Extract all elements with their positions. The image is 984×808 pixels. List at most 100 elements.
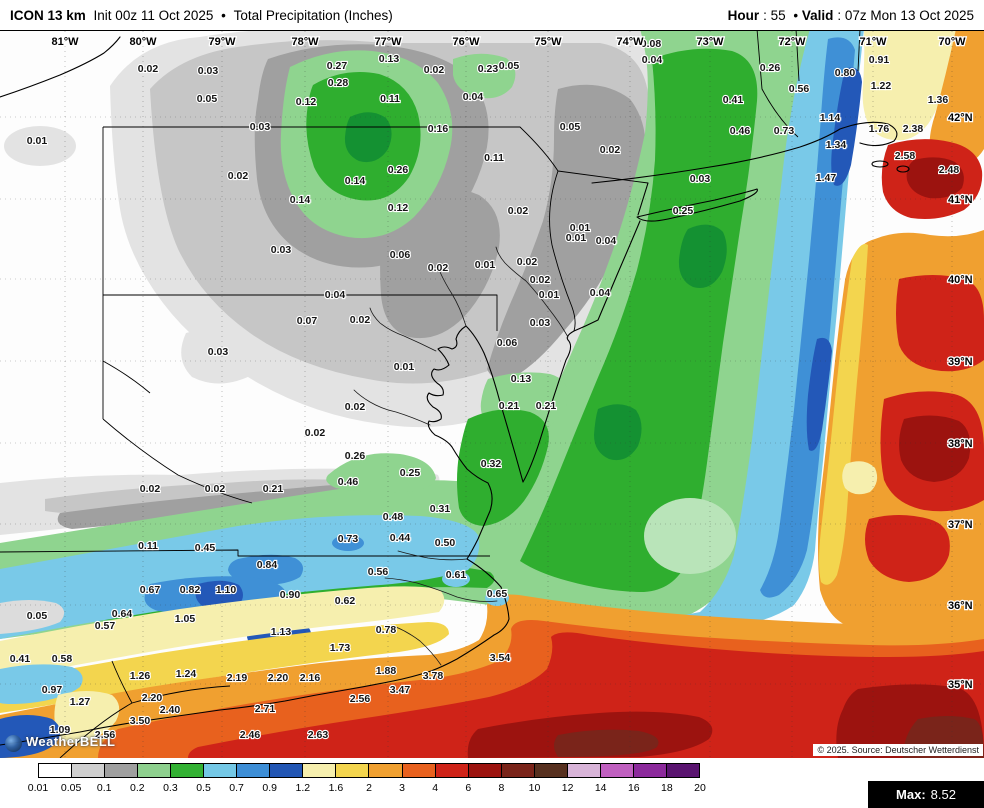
max-value-box: Max: 8.52 — [868, 781, 984, 808]
precip-value-label: 2.20 — [268, 672, 289, 684]
scale-segment — [204, 764, 238, 777]
model-run-title: ICON 13 km Init 00z 11 Oct 2025 • Total … — [10, 8, 393, 23]
precip-value-label: 0.02 — [428, 262, 449, 274]
lon-axis-label: 80°W — [129, 36, 157, 48]
precip-value-label: 1.73 — [330, 642, 351, 654]
precip-value-label: 1.09 — [50, 724, 71, 736]
scale-tick-label: 0.05 — [60, 782, 82, 794]
latlon-grid — [0, 31, 984, 758]
precip-southwest-corner — [0, 571, 509, 758]
precip-value-label: 2.48 — [939, 164, 960, 176]
precip-value-label: 0.13 — [379, 53, 400, 65]
precip-value-label: 0.06 — [390, 249, 411, 261]
precip-value-label: 2.46 — [240, 729, 261, 741]
scale-segment — [369, 764, 403, 777]
precip-value-label: 0.02 — [350, 314, 371, 326]
color-scale-bar — [38, 763, 700, 778]
precip-value-label: 0.56 — [368, 566, 389, 578]
precip-value-label: 0.57 — [95, 620, 116, 632]
precip-value-label: 0.50 — [435, 537, 456, 549]
precip-value-label: 1.14 — [820, 112, 841, 124]
lat-axis-label: 39°N — [948, 356, 973, 368]
precip-value-label: 0.14 — [290, 194, 311, 206]
precip-value-label: 0.41 — [10, 653, 31, 665]
precip-east-warm-field — [818, 230, 984, 638]
precip-value-label: 0.41 — [723, 94, 744, 106]
scale-tick-label: 12 — [561, 782, 574, 794]
scale-tick-label: 0.3 — [163, 782, 178, 794]
precip-value-label: 0.04 — [590, 287, 611, 299]
scale-segment — [303, 764, 337, 777]
scale-tick-label: 10 — [528, 782, 541, 794]
precip-value-label: 1.13 — [271, 626, 292, 638]
precip-value-label: 0.13 — [511, 373, 532, 385]
precip-northeast-corner — [862, 31, 984, 219]
precip-value-label: 0.56 — [789, 83, 810, 95]
precip-value-label: 0.91 — [869, 54, 890, 66]
precip-value-label: 0.02 — [424, 64, 445, 76]
scale-tick-label: 0.7 — [229, 782, 244, 794]
max-label: Max: — [896, 787, 926, 802]
precip-value-label: 0.08 — [641, 38, 662, 50]
precip-value-label: 0.02 — [508, 205, 529, 217]
precip-value-label: 0.01 — [566, 232, 587, 244]
precip-value-label: 0.90 — [280, 589, 301, 601]
precip-value-label: 0.26 — [345, 450, 366, 462]
precip-value-label: 0.05 — [499, 60, 520, 72]
precip-value-label: 0.01 — [539, 289, 560, 301]
precip-value-label: 0.65 — [487, 588, 508, 600]
precip-value-label: 3.50 — [130, 715, 151, 727]
max-value: 8.52 — [930, 787, 956, 802]
precip-value-label: 0.61 — [446, 569, 467, 581]
lat-axis-label: 41°N — [948, 194, 973, 206]
scale-segment — [171, 764, 205, 777]
lat-axis-label: 35°N — [948, 679, 973, 691]
lon-axis-label: 74°W — [616, 36, 644, 48]
precip-value-label: 0.26 — [760, 62, 781, 74]
precip-value-label: 0.02 — [517, 256, 538, 268]
precip-value-label: 0.27 — [327, 60, 348, 72]
precip-value-label: 0.14 — [345, 175, 366, 187]
init-time: Init 00z 11 Oct 2025 — [93, 7, 214, 23]
precip-value-label: 0.64 — [112, 608, 133, 620]
scale-tick-label: 4 — [432, 782, 439, 794]
lat-axis-label: 38°N — [948, 438, 973, 450]
precip-value-label: 0.44 — [390, 532, 411, 544]
bullet-separator-2: • — [793, 7, 799, 23]
lat-axis-label: 37°N — [948, 519, 973, 531]
precip-value-label: 1.27 — [70, 696, 91, 708]
precip-value-label: 0.11 — [138, 540, 158, 552]
precip-value-label: 0.02 — [600, 144, 621, 156]
scale-segment — [468, 764, 502, 777]
source-copyright: © 2025. Source: Deutscher Wetterdienst — [813, 744, 983, 756]
scale-segment — [501, 764, 535, 777]
precip-value-label: 0.73 — [338, 533, 359, 545]
lat-axis-label: 36°N — [948, 600, 973, 612]
model-name: ICON 13 km — [10, 7, 86, 23]
precip-value-label: 0.45 — [195, 542, 216, 554]
scale-segment — [138, 764, 172, 777]
precip-value-label: 0.01 — [475, 259, 496, 271]
precip-value-label: 0.25 — [673, 205, 694, 217]
scale-tick-label: 0.9 — [262, 782, 277, 794]
precip-value-label: 0.84 — [257, 559, 278, 571]
precip-value-label: 0.46 — [730, 125, 751, 137]
scale-tick-label: 3 — [399, 782, 406, 794]
precip-value-label: 0.67 — [140, 584, 161, 596]
precip-value-label: 2.19 — [227, 672, 248, 684]
precip-value-label: 0.06 — [497, 337, 518, 349]
map-text-labels: 0.080.130.270.02 0.03 0.02 0.23 0.05 0.040.26… — [9, 35, 974, 742]
precip-value-label: 0.05 — [560, 121, 581, 133]
precip-value-label: 0.07 — [297, 315, 318, 327]
precip-value-label: 0.02 — [138, 63, 159, 75]
scale-tick-label: 0.5 — [196, 782, 211, 794]
scale-tick-label: 1.6 — [328, 782, 344, 794]
precip-value-label: 0.05 — [197, 93, 218, 105]
lon-axis-label: 70°W — [938, 36, 966, 48]
scale-segment — [402, 764, 436, 777]
precip-value-label: 0.11 — [380, 93, 400, 105]
lon-axis-label: 72°W — [778, 36, 806, 48]
precip-value-label: 2.56 — [95, 729, 116, 741]
precip-value-label: 0.01 — [394, 361, 415, 373]
precip-value-label: 1.26 — [130, 670, 151, 682]
